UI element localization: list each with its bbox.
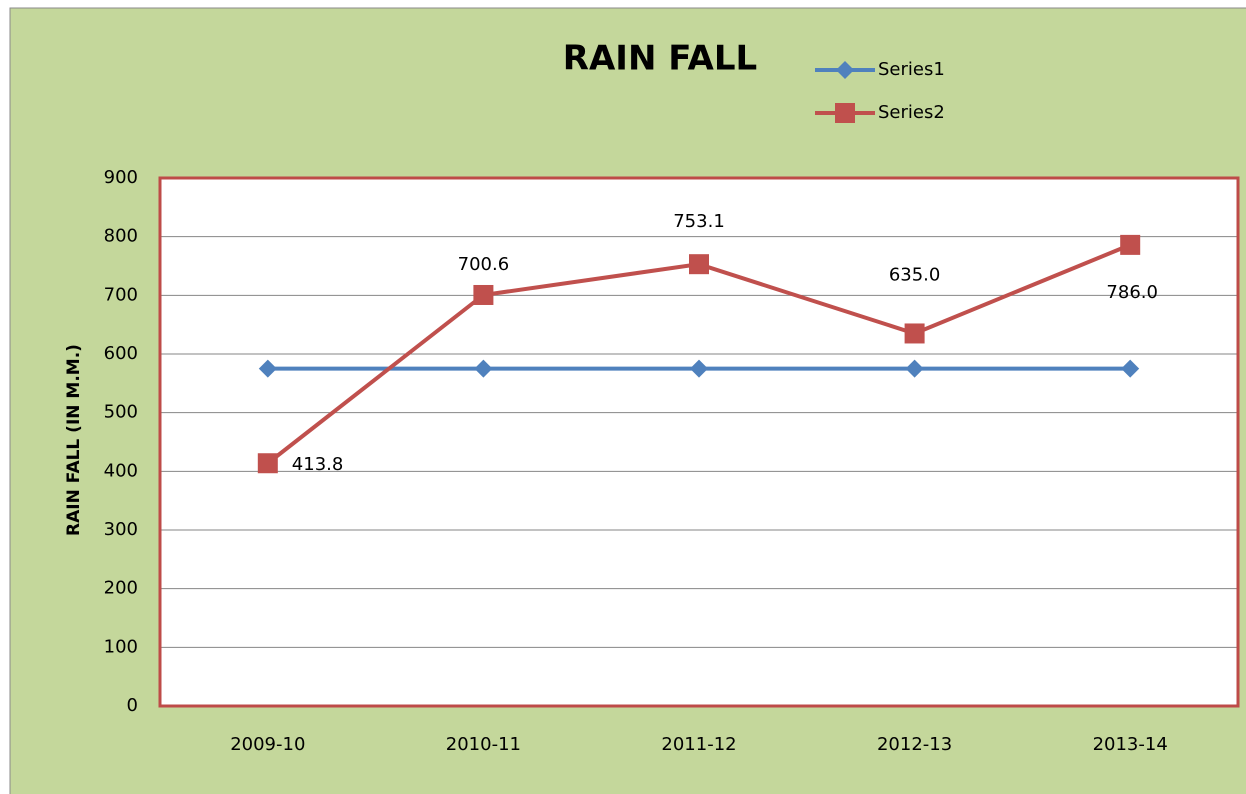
data-label: 753.1	[673, 211, 725, 232]
y-tick-label: 100	[104, 636, 138, 657]
y-axis-label: RAIN FALL (IN M.M.)	[64, 344, 84, 536]
y-tick-label: 600	[104, 343, 138, 364]
data-label: 413.8	[292, 454, 344, 475]
y-tick-label: 300	[104, 519, 138, 540]
marker	[835, 103, 855, 123]
y-tick-label: 500	[104, 402, 138, 423]
marker	[905, 359, 924, 378]
marker	[690, 359, 708, 378]
marker	[836, 61, 854, 79]
data-label: 786.0	[1106, 282, 1158, 303]
marker	[473, 284, 494, 305]
marker	[1121, 359, 1140, 378]
y-tick-label: 700	[104, 284, 138, 305]
x-tick-label: 2013-14	[1093, 734, 1168, 755]
data-label: 700.6	[458, 254, 510, 275]
marker	[904, 323, 925, 344]
marker	[474, 359, 493, 378]
x-tick-label: 2010-11	[446, 734, 521, 755]
marker	[257, 453, 278, 474]
marker	[258, 359, 277, 378]
x-tick-label: 2012-13	[877, 734, 952, 755]
y-tick-label: 0	[127, 695, 138, 716]
x-tick-label: 2011-12	[661, 734, 736, 755]
marker	[1120, 234, 1141, 255]
x-tick-label: 2009-10	[230, 734, 305, 755]
data-label: 635.0	[889, 264, 941, 285]
y-tick-label: 800	[104, 226, 138, 247]
y-tick-label: 200	[104, 578, 138, 599]
y-tick-label: 400	[104, 460, 138, 481]
y-tick-label: 900	[104, 167, 138, 188]
legend-label: Series2	[878, 102, 945, 123]
plot-border	[158, 176, 1240, 708]
legend-label: Series1	[878, 59, 945, 80]
marker	[689, 254, 709, 275]
chart-title: RAIN FALL	[563, 39, 757, 79]
